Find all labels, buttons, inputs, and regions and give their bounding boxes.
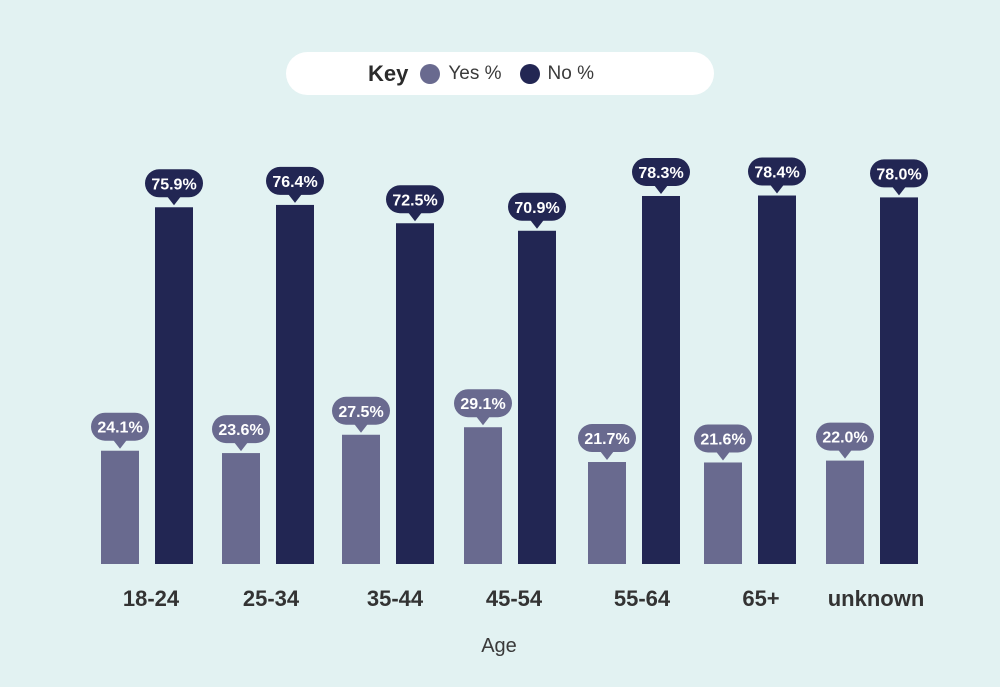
category-labels: 18-24 25-34 35-44 45-54 55-64 65+ unknown xyxy=(123,586,924,611)
value-bubble-no-55-64 xyxy=(632,157,690,186)
value-bubble-yes-18-24 xyxy=(91,412,149,441)
bar-no-25-34 xyxy=(276,204,314,565)
bar-no-35-44 xyxy=(396,223,434,564)
value-label-yes-18-24: 24.1% xyxy=(97,420,142,437)
category-label-25-34: 25-34 xyxy=(243,586,300,611)
legend-swatch-no xyxy=(519,63,540,84)
value-label-yes-45-54: 29.1% xyxy=(460,396,505,413)
bar-yes-unknown xyxy=(826,460,864,564)
value-bubble-yes-55-64 xyxy=(578,424,636,453)
category-label-65+: 65+ xyxy=(742,586,779,611)
category-label-45-54: 45-54 xyxy=(486,586,543,611)
bar-yes-18-24 xyxy=(101,450,139,564)
value-bubble-pointer-yes-45-54 xyxy=(476,416,490,426)
value-bubble-pointer-no-65+ xyxy=(770,184,784,194)
legend-entry-no: No % xyxy=(519,62,594,85)
value-bubble-pointer-no-18-24 xyxy=(167,196,181,206)
value-bubble-pointer-no-25-34 xyxy=(288,193,302,203)
legend-label-no: No % xyxy=(547,62,594,84)
bars-group: 24.1% 75.9% 23.6% 76.4% 27.5% 72.5% 29.1% 70.9%… xyxy=(91,157,928,565)
value-bubble-pointer-no-unknown xyxy=(892,186,906,196)
value-bubble-no-25-34 xyxy=(266,166,324,195)
category-label-35-44: 35-44 xyxy=(367,586,424,611)
legend-title: Key xyxy=(368,60,409,86)
value-bubble-yes-25-34 xyxy=(212,415,270,444)
bar-yes-55-64 xyxy=(588,462,626,564)
value-bubble-no-unknown xyxy=(870,159,928,188)
value-bubble-pointer-no-55-64 xyxy=(654,184,668,194)
value-label-yes-55-64: 21.7% xyxy=(584,431,629,448)
value-bubble-pointer-no-35-44 xyxy=(408,212,422,222)
bar-yes-25-34 xyxy=(222,453,260,564)
x-axis-title: Age xyxy=(481,635,517,657)
value-label-no-18-24: 75.9% xyxy=(151,176,196,193)
value-label-no-35-44: 72.5% xyxy=(392,192,437,209)
bar-no-18-24 xyxy=(155,207,193,564)
value-bubble-yes-45-54 xyxy=(454,389,512,418)
value-label-no-unknown: 78.0% xyxy=(876,166,921,183)
value-bubble-yes-unknown xyxy=(816,422,874,451)
category-label-unknown: unknown xyxy=(828,586,925,611)
value-bubble-no-35-44 xyxy=(386,185,444,214)
value-label-no-55-64: 78.3% xyxy=(638,165,683,182)
legend-label-yes: Yes % xyxy=(448,62,502,84)
legend-swatch-yes xyxy=(420,63,441,84)
value-bubble-pointer-yes-25-34 xyxy=(234,442,248,452)
value-bubble-pointer-yes-unknown xyxy=(838,449,852,459)
bar-no-55-64 xyxy=(642,195,680,565)
value-bubble-no-45-54 xyxy=(508,192,566,221)
bar-yes-35-44 xyxy=(342,434,380,564)
value-label-yes-65+: 21.6% xyxy=(700,431,745,448)
category-label-55-64: 55-64 xyxy=(614,586,671,611)
bar-no-65+ xyxy=(758,195,796,564)
value-label-yes-35-44: 27.5% xyxy=(338,404,383,421)
value-bubble-no-65+ xyxy=(748,157,806,186)
bar-yes-45-54 xyxy=(464,427,502,564)
value-label-yes-unknown: 22.0% xyxy=(822,430,867,447)
legend: Key Yes % No % xyxy=(286,52,714,95)
value-bubble-yes-35-44 xyxy=(332,396,390,425)
value-bubble-pointer-yes-65+ xyxy=(716,451,730,461)
value-bubble-yes-65+ xyxy=(694,424,752,453)
value-label-no-25-34: 76.4% xyxy=(272,174,317,191)
value-bubble-pointer-no-45-54 xyxy=(530,219,544,229)
bar-yes-65+ xyxy=(704,462,742,564)
value-bubble-pointer-yes-55-64 xyxy=(600,451,614,461)
value-label-yes-25-34: 23.6% xyxy=(218,422,263,439)
bar-no-45-54 xyxy=(518,230,556,564)
legend-entry-yes: Yes % xyxy=(420,62,502,85)
value-label-no-65+: 78.4% xyxy=(754,165,799,182)
bar-no-unknown xyxy=(880,197,918,564)
category-label-18-24: 18-24 xyxy=(123,586,180,611)
value-bubble-pointer-yes-18-24 xyxy=(113,439,127,449)
value-bubble-pointer-yes-35-44 xyxy=(354,423,368,433)
value-label-no-45-54: 70.9% xyxy=(514,200,559,217)
value-bubble-no-18-24 xyxy=(145,169,203,198)
